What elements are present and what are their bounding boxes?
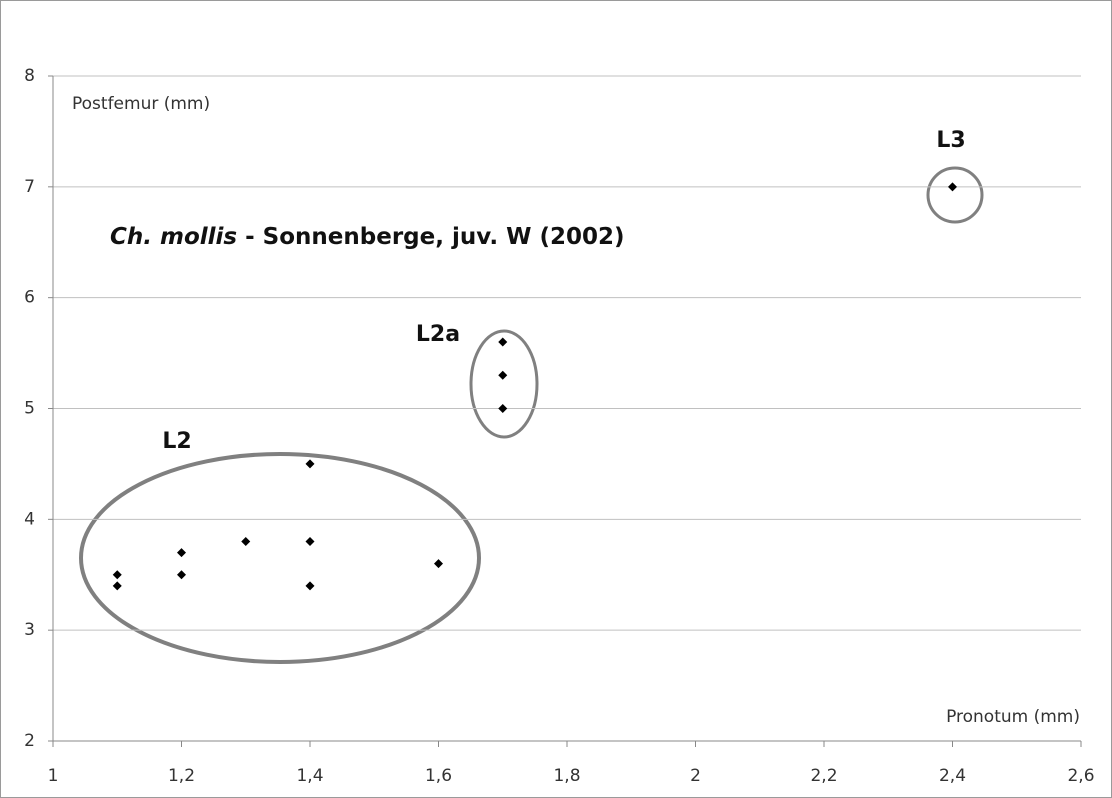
x-tick-label: 1,6 — [425, 766, 452, 786]
group-ellipse — [469, 329, 539, 439]
y-tick-label: 2 — [24, 731, 35, 751]
x-tick-label: 1,4 — [296, 766, 323, 786]
group-ellipse — [79, 452, 481, 664]
x-tick-label: 2,4 — [939, 766, 966, 786]
scatter-point — [498, 337, 508, 347]
scatter-point — [498, 370, 508, 380]
group-ellipse — [926, 166, 984, 224]
y-tick-label: 7 — [24, 177, 35, 197]
scatter-point — [498, 404, 508, 413]
y-tick-label: 5 — [24, 399, 35, 419]
title-rest: - Sonnenberge, juv. W (2002) — [245, 224, 624, 250]
x-tick-label: 1,2 — [168, 766, 195, 786]
scatter-point — [241, 537, 251, 546]
x-tick-label: 2,6 — [1067, 766, 1094, 786]
x-tick-label: 1 — [48, 766, 59, 786]
x-tick-label: 2 — [690, 766, 701, 786]
scatter-point — [305, 537, 315, 546]
scatter-point — [177, 548, 186, 558]
chart-title: Ch. mollis - Sonnenberge, juv. W (2002) — [110, 224, 625, 250]
x-tick-label: 1,8 — [553, 766, 580, 786]
scatter-point — [305, 459, 315, 469]
y-axis-label: Postfemur (mm) — [72, 94, 210, 114]
scatter-point — [434, 559, 443, 569]
annotation: L2a — [416, 322, 460, 347]
scatter-point — [305, 581, 315, 591]
x-axis-label: Pronotum (mm) — [946, 707, 1080, 727]
y-tick-label: 4 — [24, 509, 35, 529]
y-tick-label: 8 — [24, 66, 35, 86]
scatter-point — [112, 581, 122, 591]
scatter-point — [112, 570, 122, 580]
scatter-point — [948, 182, 957, 192]
annotation: L2 — [162, 429, 191, 454]
x-tick-label: 2,2 — [810, 766, 837, 786]
title-species: Ch. mollis — [110, 224, 237, 250]
scatter-point — [177, 570, 186, 580]
annotation: L3 — [936, 128, 965, 153]
y-tick-label: 6 — [24, 288, 35, 308]
y-tick-label: 3 — [24, 620, 35, 640]
